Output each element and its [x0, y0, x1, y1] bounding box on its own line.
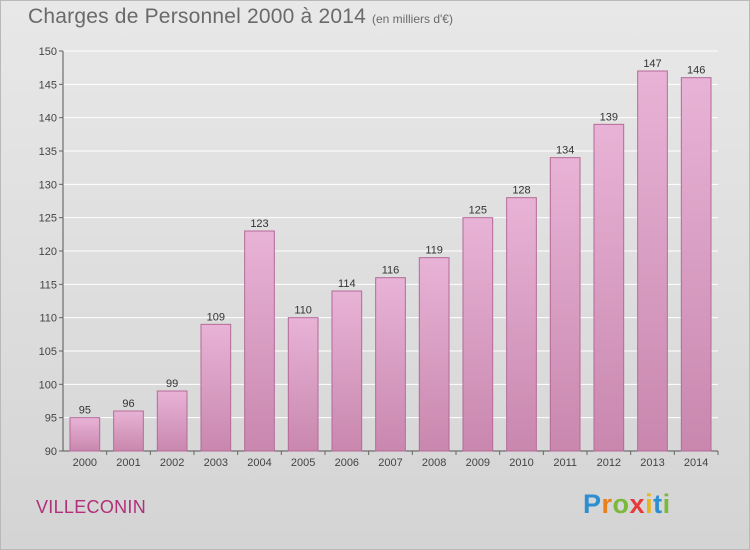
data-label: 139	[600, 111, 618, 123]
x-tick-label: 2003	[204, 457, 228, 469]
data-label: 125	[469, 205, 487, 217]
y-tick-label: 90	[45, 446, 57, 458]
y-tick-label: 145	[39, 79, 57, 91]
x-tick-label: 2011	[553, 457, 577, 469]
x-tick-label: 2005	[291, 457, 315, 469]
bar	[680, 77, 712, 452]
bar	[331, 290, 363, 452]
logo-letter: o	[612, 489, 630, 519]
bar	[113, 410, 144, 452]
y-tick-label: 95	[45, 413, 57, 425]
y-tick-label: 120	[39, 246, 57, 258]
bar	[287, 317, 319, 452]
bar	[418, 257, 450, 452]
logo-letter: i	[662, 489, 671, 519]
x-tick-label: 2007	[378, 457, 402, 469]
x-tick-label: 2004	[247, 457, 271, 469]
y-tick-label: 135	[39, 146, 57, 158]
bar	[244, 230, 275, 452]
bar	[462, 217, 494, 452]
bar	[506, 197, 537, 452]
data-label: 95	[79, 405, 91, 417]
data-label: 99	[166, 378, 178, 390]
x-tick-label: 2013	[640, 457, 664, 469]
logo-letter: P	[583, 489, 602, 519]
y-tick-label: 130	[39, 179, 57, 191]
bar	[637, 70, 668, 452]
x-tick-label: 2000	[73, 457, 97, 469]
logo-letter: x	[629, 489, 646, 519]
y-tick-label: 110	[39, 313, 57, 325]
x-tick-label: 2010	[509, 457, 533, 469]
data-label: 109	[207, 311, 225, 323]
y-tick-label: 150	[39, 46, 57, 58]
x-tick-label: 2009	[466, 457, 490, 469]
logo-letter: t	[653, 489, 663, 519]
y-tick-label: 105	[39, 346, 57, 358]
logo-letter: i	[645, 489, 654, 519]
x-tick-label: 2008	[422, 457, 446, 469]
data-label: 110	[294, 305, 312, 317]
x-tick-label: 2012	[597, 457, 621, 469]
bar	[156, 390, 188, 452]
chart-subtitle: (en milliers d'€)	[372, 12, 453, 26]
bar	[593, 123, 625, 452]
x-tick-label: 2006	[335, 457, 359, 469]
proxiti-logo: Proxiti	[583, 489, 671, 520]
y-tick-label: 125	[39, 213, 57, 225]
commune-name: VILLECONIN	[36, 497, 147, 517]
data-label: 114	[338, 278, 356, 290]
data-label: 119	[425, 245, 443, 257]
data-label: 123	[250, 218, 268, 230]
logo-letter: r	[601, 489, 613, 519]
data-label: 96	[122, 398, 134, 410]
y-tick-label: 140	[39, 113, 57, 125]
data-label: 116	[382, 265, 400, 277]
data-label: 134	[556, 145, 574, 157]
x-tick-label: 2002	[160, 457, 184, 469]
y-tick-label: 115	[39, 279, 57, 291]
bar	[200, 323, 232, 452]
bar	[375, 277, 406, 452]
bar	[69, 417, 101, 452]
bar	[549, 157, 581, 452]
data-label: 147	[643, 58, 661, 70]
y-tick-label: 100	[39, 379, 57, 391]
data-label: 146	[687, 65, 705, 77]
data-label: 128	[512, 185, 530, 197]
x-tick-label: 2001	[116, 457, 140, 469]
chart-title: Charges de Personnel 2000 à 2014	[28, 5, 366, 28]
x-tick-label: 2014	[684, 457, 708, 469]
